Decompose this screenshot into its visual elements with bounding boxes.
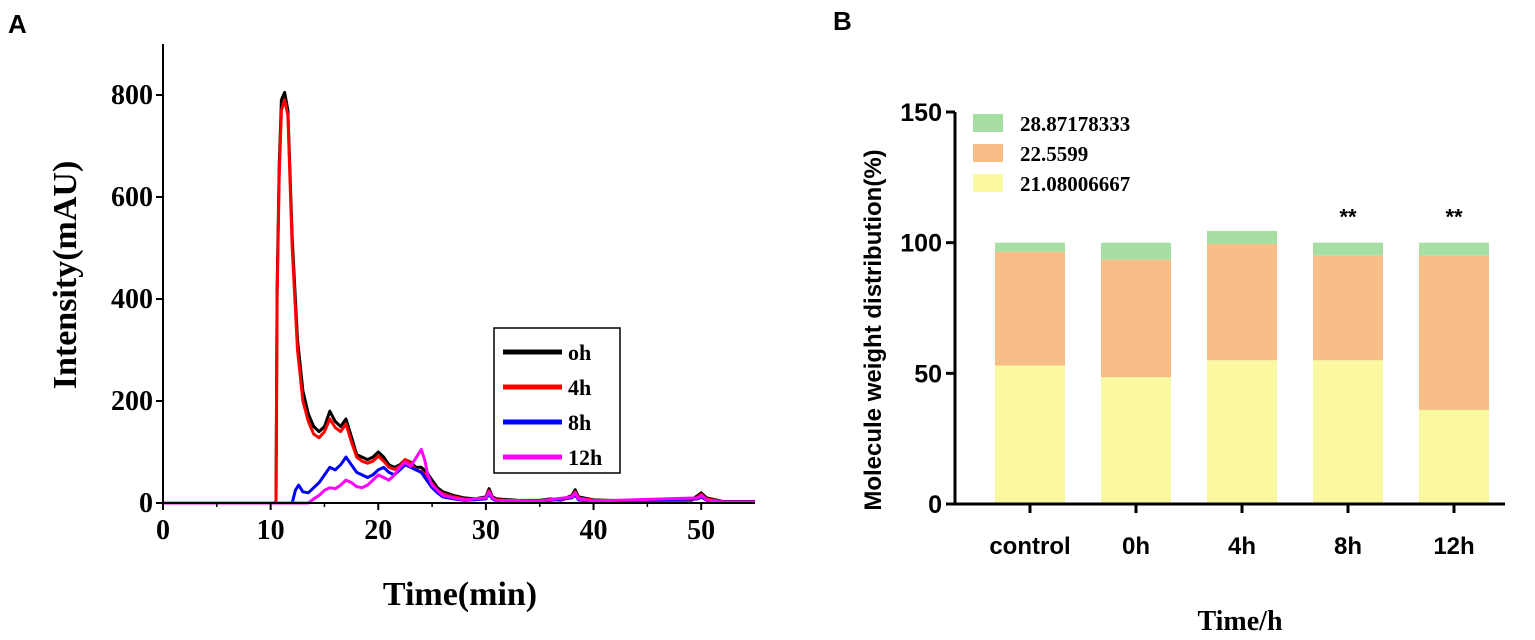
mw-bar-12h-21.08006667 <box>1419 409 1489 504</box>
mw-x-tick-label-0h: 0h <box>1122 533 1150 560</box>
mw-legend-swatch-22.5599 <box>973 144 1003 162</box>
mw-bar-control-21.08006667 <box>995 365 1065 504</box>
chromatogram-x-tick-label: 20 <box>364 515 392 546</box>
chromatogram-plot-area <box>163 90 755 505</box>
mw-x-tick-label-8h: 8h <box>1334 533 1362 560</box>
chromatogram-legend-label-12h: 12h <box>568 445 602 470</box>
mw-significance-marks: ** ** <box>1339 205 1463 230</box>
mw-bar-12h-28.87178333 <box>1419 242 1489 256</box>
mw-y-tick-label: 150 <box>900 99 942 127</box>
panel-label-a: A <box>8 9 27 39</box>
chromatogram-x-tick-label: 30 <box>472 515 500 546</box>
mw-bar-0h-22.5599 <box>1101 259 1171 378</box>
panel-label-b: B <box>833 6 852 36</box>
chromatogram-y-tick-label: 400 <box>111 284 153 315</box>
mw-y-tick-label: 100 <box>900 230 942 258</box>
chromatogram-x-tick-label: 40 <box>580 515 608 546</box>
chromatogram-x-tick-label: 0 <box>156 515 170 546</box>
chromatogram-series-12h <box>163 447 755 505</box>
mw-y-ticks: 0 50 100 150 <box>900 99 955 519</box>
mw-bar-0h-21.08006667 <box>1101 377 1171 504</box>
mw-bar-4h-28.87178333 <box>1207 230 1277 244</box>
chromatogram-x-tick-label: 10 <box>257 515 285 546</box>
mw-bar-8h-21.08006667 <box>1313 360 1383 504</box>
mw-distribution-chart: 0 50 100 150 control 0h 4h 8h 12h ** ** Molecule… <box>860 99 1505 637</box>
chromatogram-series-oh <box>163 90 755 505</box>
mw-x-ticks: control 0h 4h 8h 12h <box>989 504 1475 560</box>
mw-x-tick-label-12h: 12h <box>1433 533 1474 560</box>
chromatogram-x-tick-label: 50 <box>687 515 715 546</box>
mw-bars <box>995 230 1489 504</box>
mw-bar-control-28.87178333 <box>995 242 1065 252</box>
mw-x-axis-label: Time/h <box>1197 606 1282 637</box>
mw-y-tick-label: 50 <box>914 360 942 388</box>
chromatogram-series-4h <box>163 98 755 505</box>
chromatogram-y-axis-label: Intensity(mAU) <box>47 161 84 390</box>
mw-x-tick-label-4h: 4h <box>1228 533 1256 560</box>
chromatogram-legend-label-8h: 8h <box>568 410 591 435</box>
mw-y-tick-label: 0 <box>928 491 942 519</box>
chromatogram-x-ticks: 0 10 20 30 40 50 <box>156 503 715 546</box>
mw-legend-label-21.08006667: 21.08006667 <box>1020 172 1130 196</box>
mw-bar-4h-22.5599 <box>1207 243 1277 361</box>
chromatogram-y-tick-label: 200 <box>111 386 153 417</box>
mw-significance-12h: ** <box>1445 205 1463 230</box>
mw-legend-swatch-28.87178333 <box>973 114 1003 132</box>
mw-x-tick-label-control: control <box>989 533 1070 560</box>
mw-bar-4h-21.08006667 <box>1207 360 1277 504</box>
mw-legend-label-28.87178333: 28.87178333 <box>1020 112 1130 136</box>
mw-y-axis-label: Molecule weight distribution(%) <box>860 149 887 510</box>
chromatogram-legend-label-oh: oh <box>568 340 591 365</box>
mw-bar-12h-22.5599 <box>1419 255 1489 410</box>
mw-legend-swatch-21.08006667 <box>973 174 1003 192</box>
chromatogram-y-tick-label: 0 <box>139 488 153 519</box>
chromatogram-x-axis-label: Time(min) <box>383 576 537 613</box>
chromatogram-y-tick-label: 600 <box>111 182 153 213</box>
mw-significance-8h: ** <box>1339 205 1357 230</box>
mw-bar-8h-28.87178333 <box>1313 242 1383 256</box>
chromatogram-legend-label-4h: 4h <box>568 375 591 400</box>
chromatogram-y-ticks: 0 200 400 600 800 <box>111 80 163 519</box>
mw-bar-8h-22.5599 <box>1313 255 1383 361</box>
mw-bar-0h-28.87178333 <box>1101 242 1171 260</box>
mw-legend-label-22.5599: 22.5599 <box>1020 142 1088 166</box>
mw-legend: 28.87178333 22.5599 21.08006667 <box>973 112 1130 196</box>
chromatogram-y-tick-label: 800 <box>111 80 153 111</box>
chromatogram-legend: oh 4h 8h 12h <box>493 327 621 474</box>
mw-bar-control-22.5599 <box>995 251 1065 366</box>
chromatogram-chart: 0 200 400 600 800 0 10 20 30 40 50 Intensity(mAU)… <box>47 44 755 613</box>
